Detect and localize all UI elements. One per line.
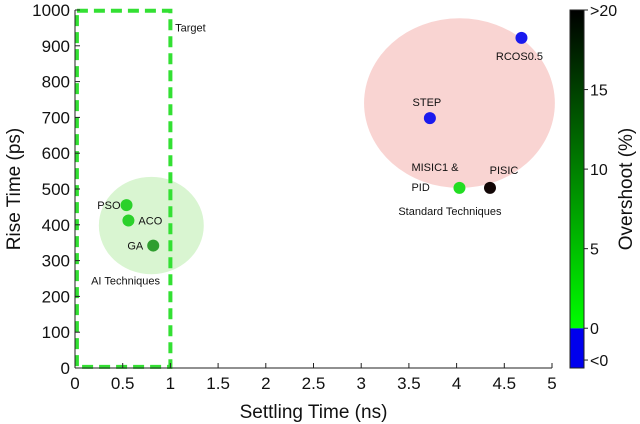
x-tick-label: 4.5 — [492, 374, 516, 393]
standard-techniques-label: Standard Techniques — [398, 206, 502, 218]
y-tick-label: 200 — [42, 287, 70, 306]
data-point-pso — [120, 199, 133, 212]
colorbar-gradient — [570, 10, 584, 329]
y-axis-label: Rise Time (ps) — [4, 128, 25, 250]
x-tick-label: 3.5 — [397, 374, 421, 393]
colorbar-tick-label: 10 — [590, 162, 608, 179]
data-point-ga — [147, 239, 160, 252]
data-point-aco — [122, 214, 135, 227]
colorbar-label: Overshoot (%) — [616, 128, 637, 250]
point-label: STEP — [413, 97, 442, 109]
y-tick-label: 0 — [61, 359, 70, 378]
x-tick-label: 4 — [452, 374, 461, 393]
data-point-step — [423, 112, 436, 125]
colorbar-tick-label: 15 — [590, 83, 608, 100]
colorbar-tick-label: >20 — [590, 3, 617, 20]
x-tick-label: 2 — [261, 374, 270, 393]
x-tick-label: 0.5 — [111, 374, 135, 393]
data-point-misic1-pid — [453, 181, 466, 194]
data-point-rcos0-5 — [515, 31, 528, 44]
y-tick-label: 500 — [42, 180, 70, 199]
y-tick-label: 400 — [42, 216, 70, 235]
x-tick-label: 1 — [166, 374, 175, 393]
y-tick-label: 100 — [42, 323, 70, 342]
colorbar-tick-label: 0 — [590, 321, 599, 338]
point-label: MISIC1 & PID — [411, 162, 459, 194]
x-axis-label: Settling Time (ns) — [240, 402, 388, 423]
standard-techniques-region — [364, 18, 555, 188]
y-tick-label: 300 — [42, 252, 70, 271]
target-label: Target — [175, 22, 206, 34]
y-tick-label: 700 — [42, 108, 70, 127]
colorbar-tick-label: 5 — [590, 242, 599, 259]
x-tick-label: 0 — [70, 374, 79, 393]
x-tick-label: 3 — [356, 374, 365, 393]
x-tick-label: 1.5 — [206, 374, 230, 393]
point-label: ACO — [138, 216, 162, 228]
colorbar-tick-label: <0 — [590, 353, 608, 370]
point-label: PISIC — [490, 165, 519, 177]
point-label: PSO — [97, 200, 121, 212]
colorbar-negative-band — [570, 328, 584, 368]
colorbar-frame — [569, 9, 585, 369]
y-tick-label: 1000 — [32, 1, 70, 20]
y-tick-label: 800 — [42, 73, 70, 92]
data-point-pisic — [483, 181, 496, 194]
point-label: RCOS0.5 — [496, 51, 543, 63]
y-tick-label: 600 — [42, 144, 70, 163]
x-tick-label: 5 — [547, 374, 556, 393]
y-tick-label: 900 — [42, 37, 70, 56]
ai-techniques-label: AI Techniques — [91, 276, 160, 288]
point-label: GA — [127, 241, 144, 253]
x-tick-label: 2.5 — [302, 374, 326, 393]
